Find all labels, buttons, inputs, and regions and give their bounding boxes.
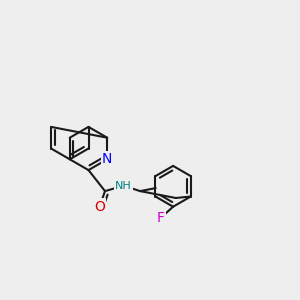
- Text: O: O: [94, 200, 105, 214]
- Text: NH: NH: [115, 181, 132, 191]
- Text: N: N: [102, 152, 112, 166]
- Text: F: F: [157, 211, 164, 225]
